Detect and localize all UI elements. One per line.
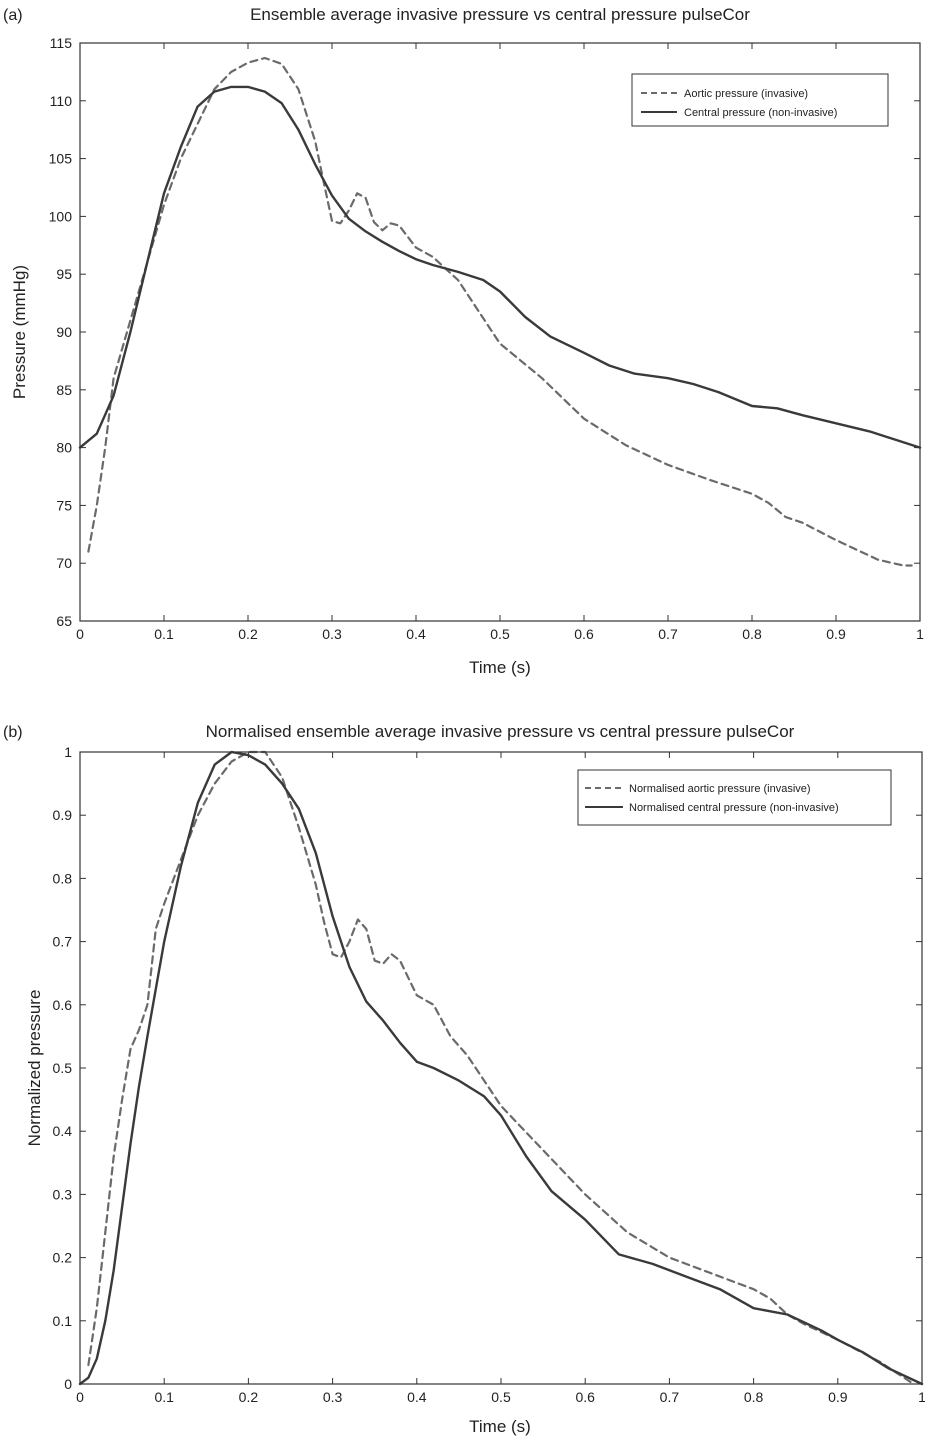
y-axis-title-b: Normalized pressure — [25, 990, 44, 1147]
x-tick-label: 0.5 — [490, 626, 510, 642]
y-tick-label: 115 — [50, 35, 73, 51]
legend-b: Normalised aortic pressure (invasive) No… — [577, 769, 892, 826]
legend-label-aortic: Aortic pressure (invasive) — [684, 88, 808, 100]
x-tick-label: 1 — [916, 626, 924, 642]
x-tick-label: 0.3 — [323, 1389, 343, 1405]
panel-label-a: (a) — [3, 7, 23, 24]
legend-label-central: Central pressure (non-invasive) — [684, 107, 837, 119]
series-line-non-invasive — [78, 85, 922, 449]
y-tick-label: 95 — [56, 266, 72, 282]
legend-label-normalised-aortic: Normalised aortic pressure (invasive) — [629, 783, 811, 795]
y-tick-label: 110 — [50, 93, 73, 109]
x-tick-label: 0.8 — [744, 1389, 764, 1405]
y-tick-label: 0.9 — [53, 807, 73, 823]
y-axis-title-a: Pressure (mmHg) — [10, 265, 29, 399]
x-tick-label: 0.5 — [491, 1389, 511, 1405]
chart-title-b: Normalised ensemble average invasive pre… — [206, 722, 795, 741]
y-tick-label: 0.6 — [53, 997, 73, 1013]
y-tick-label: 0.4 — [53, 1123, 73, 1139]
series-group-a — [78, 56, 922, 567]
y-tick-label: 90 — [56, 324, 72, 340]
y-tick-label: 0.1 — [53, 1313, 73, 1329]
y-tick-label: 0.5 — [53, 1060, 73, 1076]
x-tick-label: 0.9 — [828, 1389, 848, 1405]
x-tick-label: 0.1 — [154, 626, 174, 642]
x-tick-label: 0.8 — [742, 626, 762, 642]
y-tick-label: 1 — [64, 744, 72, 760]
y-tick-label: 0.7 — [53, 934, 73, 950]
x-tick-label: 0.4 — [406, 626, 426, 642]
plot-frame-a — [79, 42, 921, 622]
legend-a: Aortic pressure (invasive) Central press… — [631, 73, 889, 127]
legend-box-b — [577, 769, 892, 826]
x-tick-label: 0.6 — [575, 1389, 595, 1405]
y-tick-label: 85 — [56, 382, 72, 398]
x-axis-title-a: Time (s) — [469, 658, 531, 677]
x-tick-label: 1 — [918, 1389, 925, 1405]
series-line-non-invasive — [78, 750, 924, 1386]
y-tick-label: 75 — [56, 497, 72, 513]
x-tick-label: 0.2 — [239, 1389, 259, 1405]
x-tick-label: 0.1 — [154, 1389, 174, 1405]
y-tick-label: 0.8 — [53, 870, 73, 886]
y-tick-label: 65 — [56, 613, 72, 629]
y-tick-label: 0 — [64, 1376, 72, 1392]
x-tick-label: 0.7 — [660, 1389, 680, 1405]
x-tick-label: 0.4 — [407, 1389, 427, 1405]
y-tick-label: 100 — [49, 208, 73, 224]
chart-panel-b: (b) Normalised ensemble average invasive… — [3, 722, 925, 1436]
chart-title-a: Ensemble average invasive pressure vs ce… — [250, 5, 750, 24]
x-axis-title-b: Time (s) — [469, 1417, 531, 1436]
x-tick-label: 0 — [76, 626, 84, 642]
plot-frame-b — [79, 751, 923, 1385]
legend-label-normalised-central: Normalised central pressure (non-invasiv… — [629, 802, 839, 814]
x-tick-label: 0.7 — [658, 626, 678, 642]
y-tick-label: 80 — [56, 440, 72, 456]
series-line-invasive — [87, 56, 913, 567]
y-tick-label: 70 — [56, 555, 72, 571]
x-tick-label: 0.3 — [322, 626, 342, 642]
series-line-invasive — [87, 750, 915, 1386]
y-tick-label: 0.2 — [53, 1250, 73, 1266]
x-tick-label: 0.6 — [574, 626, 594, 642]
x-tick-label: 0.9 — [826, 626, 846, 642]
legend-box-a — [631, 73, 889, 127]
y-tick-label: 105 — [49, 151, 73, 167]
y-tick-label: 0.3 — [53, 1186, 73, 1202]
series-group-b — [78, 750, 924, 1386]
x-tick-label: 0 — [76, 1389, 84, 1405]
axis-ticks-b: 0 0.1 0.2 0.3 0.4 0.5 0.6 0.7 0.8 0.9 1 0 0.1 0.2 0.3 0… — [53, 744, 925, 1405]
x-tick-label: 0.2 — [238, 626, 258, 642]
panel-label-b: (b) — [3, 724, 23, 741]
chart-panel-a: (a) Ensemble average invasive pressure v… — [3, 5, 924, 677]
axis-ticks-a: 0 0.1 0.2 0.3 0.4 0.5 0.6 0.7 0.8 0.9 1 65 70 75 80 85 9… — [49, 35, 924, 642]
